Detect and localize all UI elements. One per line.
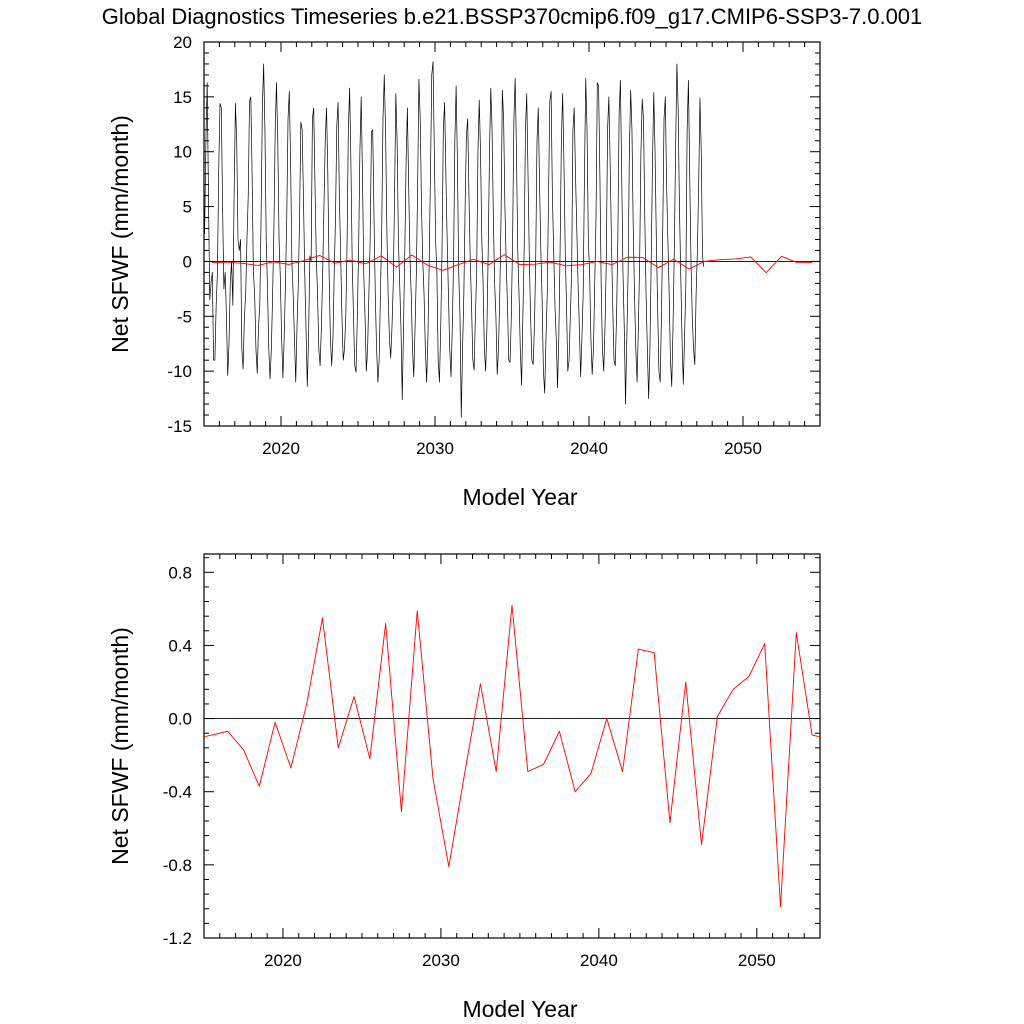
x-tick-label: 2040 [580,951,618,970]
x-tick-label: 2050 [738,951,776,970]
y-axis-label: Net SFWF (mm/month) [107,115,133,353]
x-tick-label: 2050 [724,439,762,458]
y-tick-label: -0.4 [163,783,192,802]
y-tick-label: 0.0 [168,710,192,729]
y-tick-label: -1.2 [163,929,192,948]
annual-series-line [211,254,813,274]
annual-series-line [204,604,820,908]
figure-title: Global Diagnostics Timeseries b.e21.BSSP… [102,4,923,29]
monthly-timeseries-panel: 2020 2030 2040 2050 -15 -10 -5 0 5 10 15 20 Model Ye… [107,33,821,510]
y-tick-label: 0.8 [168,563,192,582]
y-tick-label: 0.4 [168,636,192,655]
y-tick-label: -10 [167,362,192,381]
y-tick-label: 0 [183,252,192,271]
x-tick-label: 2030 [416,439,454,458]
x-tick-label: 2030 [422,951,460,970]
y-tick-label: 10 [173,143,192,162]
y-axis-label: Net SFWF (mm/month) [107,627,133,865]
annual-timeseries-panel: 2020 2030 2040 2050 -1.2 -0.8 -0.4 0.0 0.4 0.8 Mod… [107,553,821,1022]
y-tick-label: 5 [183,198,192,217]
monthly-series-line [204,61,705,418]
x-axis-label: Model Year [462,484,577,510]
y-tick-label: 20 [173,33,192,52]
x-axis-label: Model Year [462,996,577,1022]
y-tick-label: -15 [167,417,192,436]
y-tick-label: -5 [177,307,192,326]
x-tick-label: 2020 [264,951,302,970]
x-tick-label: 2040 [570,439,608,458]
plot-frame [203,553,821,939]
y-tick-label: 15 [173,88,192,107]
y-tick-label: -0.8 [163,856,192,875]
x-tick-label: 2020 [262,439,300,458]
